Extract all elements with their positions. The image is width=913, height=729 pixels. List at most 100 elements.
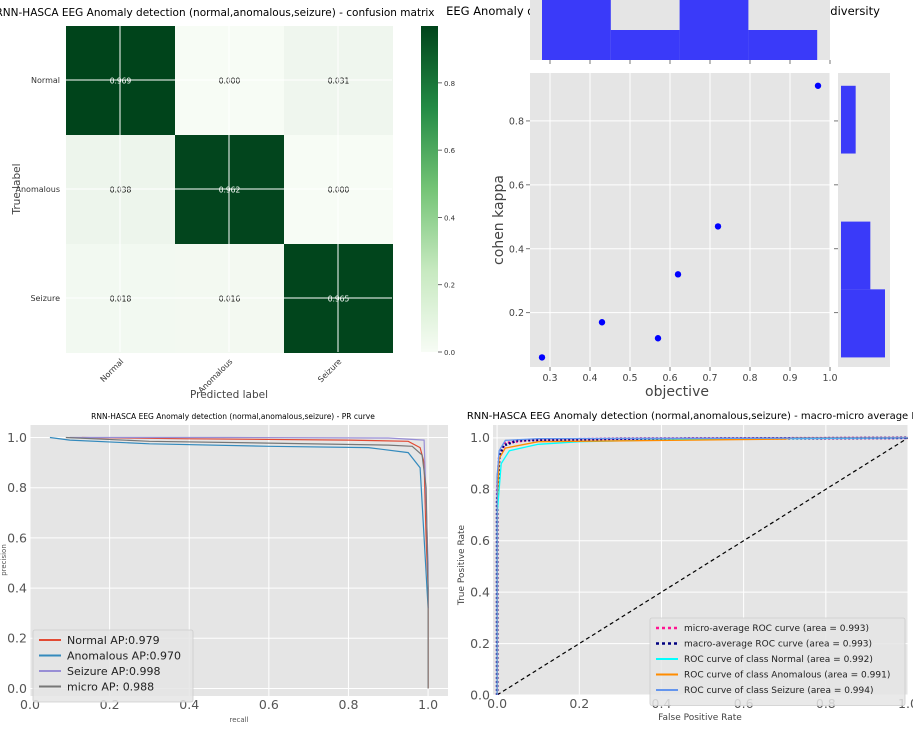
cb-tick-label: 0.0 [444,349,455,357]
div-xtick-label: 0.6 [662,373,677,384]
div-xhist-bar [610,30,680,60]
roc-diagonal-line [496,437,908,695]
pr-legend-label: micro AP: 0.988 [67,680,154,693]
roc-ytick-label: 0.8 [470,482,490,497]
pr-legend-box [32,629,194,703]
cb-tick-label: 0.8 [444,80,455,88]
pr-ylabel: precision [0,544,8,576]
div-yhist-bar [841,85,856,154]
pr-series-micro-ap-0-988 [65,436,429,689]
cm-row-label-anomalous: Anomalous [16,185,61,194]
cm-cell-value: 0.969 [110,77,132,86]
div-xtick-label: 0.8 [742,373,757,384]
div-point [538,354,546,361]
div-x-histogram [542,0,818,60]
div-ytick-label: 0.2 [509,308,524,319]
roc-xtick-label: 0.0 [487,696,507,711]
div-xtick-label: 0.5 [622,373,637,384]
cm-cell-value: 0.965 [328,295,350,304]
cm-cell-value: 0.018 [110,295,132,304]
div-yhist-bar [841,221,871,290]
div-xtick-label: 1.0 [822,373,837,384]
roc-ytick-label: 0.2 [470,636,490,651]
roc-legend: micro-average ROC curve (area = 0.993) ma… [649,617,906,706]
roc-legend-label: ROC curve of class Seizure (area = 0.994… [684,686,874,696]
cm-col-label-seizure: Seizure [316,357,343,384]
cb-tick-label: 0.6 [444,147,456,155]
cm-cell-value: 0.000 [328,186,350,195]
pr-legend-label: Normal AP:0.979 [67,634,160,647]
div-ytick-label: 0.4 [509,244,524,255]
roc-legend-label: ROC curve of class Normal (area = 0.992) [684,655,873,665]
pr-legend-label: Anomalous AP:0.970 [67,649,181,662]
div-xtick-label: 0.3 [542,373,557,384]
roc-legend-box [649,617,906,706]
pr-curve-chart: RNN-HASCA EEG Anomaly detection (normal,… [0,412,448,724]
cm-cell-value: 0.031 [328,77,350,86]
pr-xtick-label: 1.0 [418,697,438,712]
roc-ylabel: True Positive Rate [457,524,467,606]
div-point [714,223,722,230]
pr-xtick-label: 0.6 [259,697,279,712]
pr-ytick-label: 1.0 [7,430,27,445]
cm-col-label-normal: Normal [99,357,126,384]
pr-lines [49,436,429,689]
div-xhist-bar [748,30,818,60]
div-xhist-bar [542,0,611,60]
pr-series-anomalous-ap-0-970 [49,436,429,609]
roc-lines [495,436,908,695]
roc-ytick-label: 0.0 [470,687,490,702]
cm-row-labels: Normal Anomalous Seizure [16,76,61,303]
div-y-histogram [841,85,885,358]
roc-legend-label: ROC curve of class Anomalous (area = 0.9… [684,671,890,681]
confusion-matrix-chart: RNN-HASCA EEG Anomaly detection (normal,… [0,7,456,401]
pr-xtick-label: 0.8 [339,697,359,712]
roc-ytick-label: 1.0 [470,430,490,445]
pr-title: RNN-HASCA EEG Anomaly detection (normal,… [91,412,375,421]
cm-colorbar-ticks: 0.0 0.2 0.4 0.6 0.8 [438,80,456,357]
div-ytick-label: 0.8 [509,116,524,127]
div-ylabel: cohen kappa [491,175,507,265]
div-xtick-label: 0.4 [582,373,597,384]
div-yhist-bar [841,289,885,358]
div-xtick-label: 0.7 [702,373,717,384]
pr-ytick-label: 0.4 [7,580,27,595]
div-ytick-label: 0.6 [509,180,524,191]
div-scatter-bg [530,73,830,367]
pr-ytick-label: 0.6 [7,530,27,545]
div-xtick-label: 0.9 [782,373,797,384]
div-point [654,335,662,342]
roc-title: RNN-HASCA EEG Anomaly detection (normal,… [467,411,913,422]
cm-title: RNN-HASCA EEG Anomaly detection (normal,… [0,7,435,19]
div-point [598,319,606,326]
roc-series-roc-curve-of-class-seizure-area-0-994 [496,437,908,695]
cm-xlabel: Predicted label [190,389,268,401]
pr-y-ticks: 0.0 0.2 0.4 0.6 0.8 1.0 [7,430,27,696]
cm-cell-value: 0.016 [219,295,241,304]
cm-cell-value: 0.038 [110,186,132,195]
cb-tick-label: 0.2 [444,282,455,290]
diversity-chart: EEG Anomaly detection (normal,anomalous,… [446,0,890,400]
roc-y-ticks: 0.0 0.2 0.4 0.6 0.8 1.0 [470,430,490,702]
cm-gridlines [66,26,392,352]
div-xlabel: objective [645,384,709,400]
roc-legend-label: macro-average ROC curve (area = 0.993) [684,640,872,650]
cm-row-label-normal: Normal [31,76,60,85]
cm-ylabel: True label [11,163,23,215]
roc-xtick-label: 0.2 [569,696,589,711]
cb-tick-label: 0.4 [444,214,456,222]
div-points [538,82,822,361]
div-xhist-bar [679,0,749,60]
pr-xlabel: recall [229,716,248,724]
roc-ytick-label: 0.6 [470,533,490,548]
div-grid [530,73,831,367]
cm-row-label-seizure: Seizure [30,294,60,303]
roc-ytick-label: 0.4 [470,585,490,600]
cm-cell-value: 0.000 [219,77,241,86]
pr-legend: Normal AP:0.979 Anomalous AP:0.970 Seizure… [32,629,194,703]
cm-colorbar: 0.0 0.2 0.4 0.6 0.8 [421,26,456,357]
pr-legend-label: Seizure AP:0.998 [67,665,160,678]
div-y-ticks: 0.2 0.4 0.6 0.8 [509,116,838,319]
div-point [814,82,822,89]
